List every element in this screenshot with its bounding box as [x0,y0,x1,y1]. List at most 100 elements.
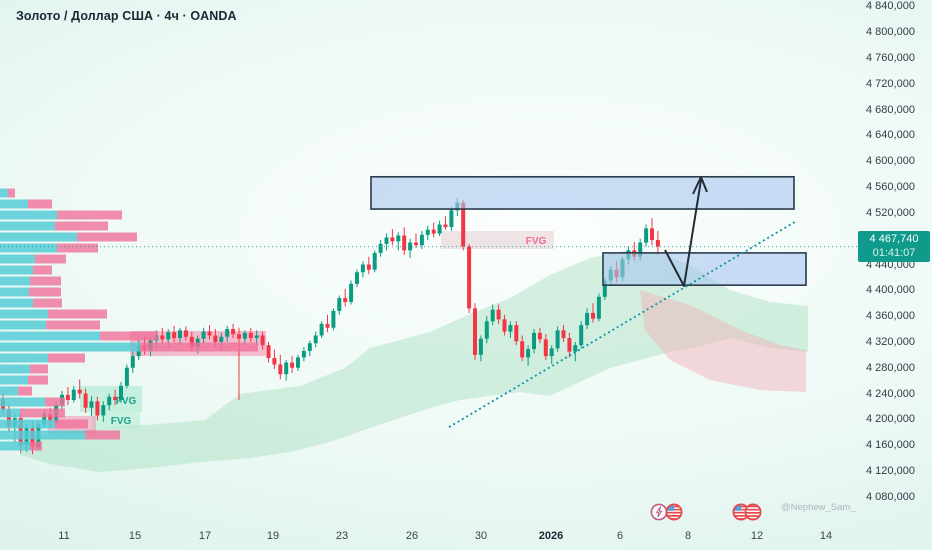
last-price-label[interactable]: 4 467,740 01:41:07 [858,231,930,263]
y-axis-tick: 4 720,000 [866,77,915,90]
candle-body [402,235,407,251]
candle-body [520,341,525,358]
us-flag-event-icon-2[interactable] [744,503,762,521]
volume-profile-bar-teal [0,287,29,297]
volume-profile-bar-teal [0,408,20,418]
volume-profile-bar-teal [0,221,55,231]
candle-body [301,350,306,358]
candle-body [502,319,507,332]
candle-body [189,336,194,348]
candle-body [366,264,371,270]
candle-body [260,335,265,346]
candle-body [508,325,513,332]
symbol-title[interactable]: Золото / Доллар США · 4ч · OANDA [16,9,237,23]
trendline[interactable] [448,220,797,428]
candle-body [355,272,359,284]
candle-body [638,242,643,257]
volume-profile-bar-teal [0,199,28,209]
volume-profile-bar-teal [0,265,33,275]
candle-body [201,331,206,339]
y-axis-tick: 4 640,000 [866,129,915,142]
x-axis-tick: 8 [684,530,692,542]
candle-body [573,345,578,352]
y-axis-tick: 4 840,000 [866,0,915,13]
volume-profile-bar-teal [0,331,100,341]
candle-body [124,367,129,386]
candle-body [119,385,123,400]
volume-profile-bar-pink [100,331,158,341]
x-axis-tick: 14 [819,530,833,542]
volume-profile-bar-pink [140,342,258,352]
candle-body [225,329,230,337]
volume-profile-bar-teal [0,188,8,198]
volume-profile-bar-pink [33,298,62,308]
volume-profile-bar-pink [85,430,120,440]
x-axis-tick: 23 [335,530,349,542]
y-axis-tick: 4 240,000 [866,387,915,400]
volume-profile-bar-pink [55,419,88,429]
y-axis-tick: 4 080,000 [866,490,915,503]
volume-profile-bar-teal [0,375,28,385]
candle-body [478,338,483,355]
fvg-label: FVG [526,236,547,247]
candle-body [237,334,241,339]
last-price-value: 4 467,740 [869,232,919,245]
supply-zone-box[interactable] [370,175,795,210]
volume-profile-bar-pink [33,265,52,275]
candle-body [6,409,11,428]
volume-profile-bar-pink [48,309,107,319]
candle-body [443,224,448,228]
candle-body [183,330,188,337]
economic-event-icons-1[interactable] [649,502,689,527]
y-axis-tick: 4 320,000 [866,335,915,348]
volume-profile-bar-pink [57,210,122,220]
volume-profile-bar-teal [0,419,55,429]
candle-body [89,401,94,408]
x-axis-tick: 26 [405,530,419,542]
time-scale[interactable]: 11 15 17 19 23 26 30 2026 6 8 12 14 [0,524,932,550]
candle-body [71,389,76,400]
fvg-label: FVG [111,416,132,427]
candle-body [101,405,106,416]
indicator-cloud-green [20,251,808,472]
candle-body [532,332,536,350]
projection-arrow[interactable] [664,179,702,287]
candle-body [172,332,177,339]
volume-profile-bar-teal [0,210,57,220]
candle-body [537,332,542,340]
us-flag-event-icon[interactable] [665,503,683,521]
candle-body [337,298,342,311]
x-axis-tick: 15 [128,530,142,542]
volume-profile-bar-teal [0,386,18,396]
candle-body [384,237,389,244]
y-axis-tick: 4 760,000 [866,52,915,65]
volume-profile-bar-pink [30,364,48,374]
candle-body [449,210,454,228]
y-axis-tick: 4 280,000 [866,361,915,374]
candle-body [178,330,182,339]
candle-body [349,283,354,302]
volume-profile-bar-pink [55,221,108,231]
candle-body [130,356,135,368]
volume-profile-bar-pink [77,232,137,242]
volume-profile-bar-pink [46,320,100,330]
price-scale[interactable]: 4 840,000 4 800,000 4 760,000 4 720,000 4 68… [860,0,932,550]
y-axis-tick: 4 680,000 [866,103,915,116]
volume-profile-bar-teal [0,397,45,407]
candle-body [555,330,560,349]
candle-body [360,264,365,273]
candle-body [213,335,218,342]
candle-body [42,414,47,425]
volume-profile-bar-pink [28,375,48,385]
candle-body [290,362,295,368]
y-axis-tick: 4 360,000 [866,310,915,323]
candle-body [231,329,236,335]
economic-event-icons-2[interactable] [731,502,765,527]
volume-profile-bar-teal [0,353,48,363]
volume-profile-bar-teal [0,254,35,264]
candle-body [378,243,383,253]
candle-body [107,396,112,406]
demand-zone-box[interactable] [602,252,807,286]
lightning-event-icon[interactable] [650,503,668,521]
